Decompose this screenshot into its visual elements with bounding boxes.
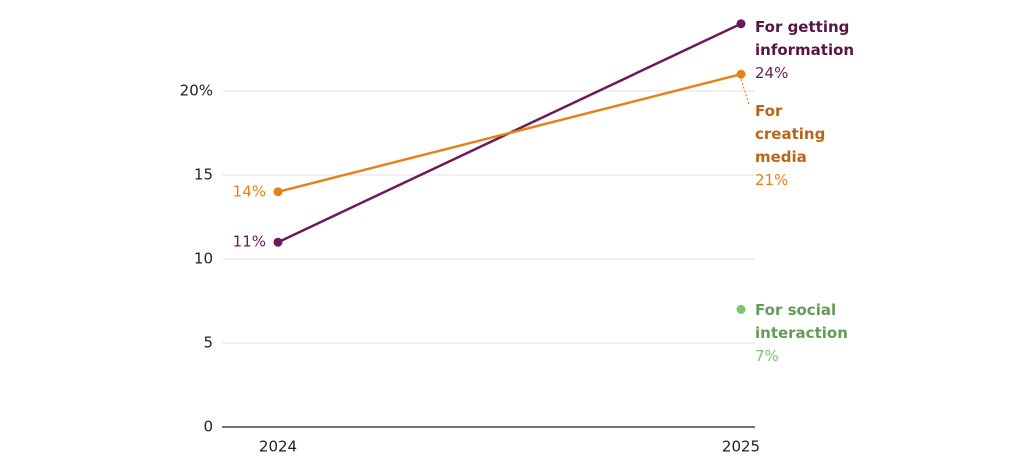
point <box>273 187 283 197</box>
value-label: 14% <box>233 182 266 200</box>
legend-entry: For creating media <box>755 102 826 167</box>
point <box>273 237 283 247</box>
value-label: 24% <box>755 63 789 82</box>
legend-entry: For social interaction <box>755 301 848 343</box>
point <box>736 304 746 314</box>
value-label: 11% <box>233 233 266 251</box>
leader-line <box>740 79 750 105</box>
x-tick-label: 2025 <box>722 438 760 456</box>
series-label: For creating media 21% <box>755 100 845 192</box>
series-line <box>277 72 742 194</box>
point <box>736 69 746 79</box>
point <box>736 19 746 29</box>
y-tick-label: 10 <box>194 250 213 268</box>
legend-entry: For getting information <box>755 17 855 59</box>
y-tick-label: 5 <box>203 334 213 352</box>
value-label: 7% <box>755 347 779 366</box>
series-label: For social interaction 7% <box>755 299 865 368</box>
series-label: For getting information 24% <box>755 16 865 85</box>
y-tick-label: 15 <box>194 166 213 184</box>
x-tick-label: 2024 <box>259 438 297 456</box>
y-tick-label: 0 <box>203 418 213 436</box>
y-tick-label: 20% <box>180 82 213 100</box>
value-label: 21% <box>755 171 789 190</box>
